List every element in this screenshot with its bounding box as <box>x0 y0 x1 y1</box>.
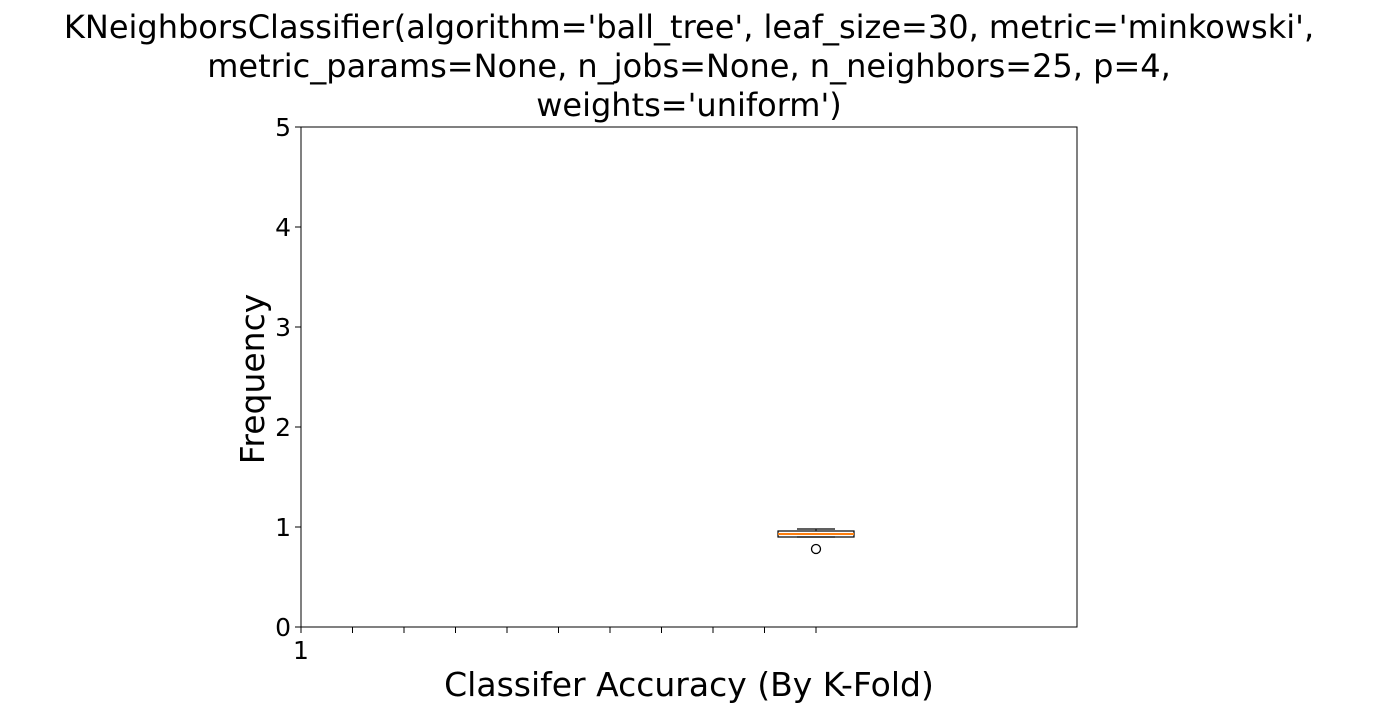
x-axis-label: Classifer Accuracy (By K-Fold) <box>444 665 934 704</box>
y-tick-label: 4 <box>275 213 291 242</box>
y-tick-label: 3 <box>275 313 291 342</box>
y-tick-label: 5 <box>275 113 291 142</box>
outlier-point <box>810 543 822 555</box>
chart-title-line-1: KNeighborsClassifier(algorithm='ball_tre… <box>64 8 1314 46</box>
y-tick-label: 2 <box>275 413 291 442</box>
y-axis-label: Frequency <box>233 294 272 464</box>
chart-title-line-2: metric_params=None, n_jobs=None, n_neigh… <box>207 47 1171 85</box>
chart-title-line-3: weights='uniform') <box>536 86 842 124</box>
plot-frame <box>300 126 1078 628</box>
boxplot <box>777 528 855 555</box>
y-axis-ticks: 0 1 2 3 4 5 <box>275 113 301 642</box>
x-tick-label: 1 <box>293 636 309 665</box>
chart-title: KNeighborsClassifier(algorithm='ball_tre… <box>64 8 1314 124</box>
plot-area <box>301 127 1077 627</box>
x-axis-ticks: 1 <box>293 627 817 665</box>
y-tick-label: 1 <box>275 513 291 542</box>
y-tick-label: 0 <box>275 613 291 642</box>
